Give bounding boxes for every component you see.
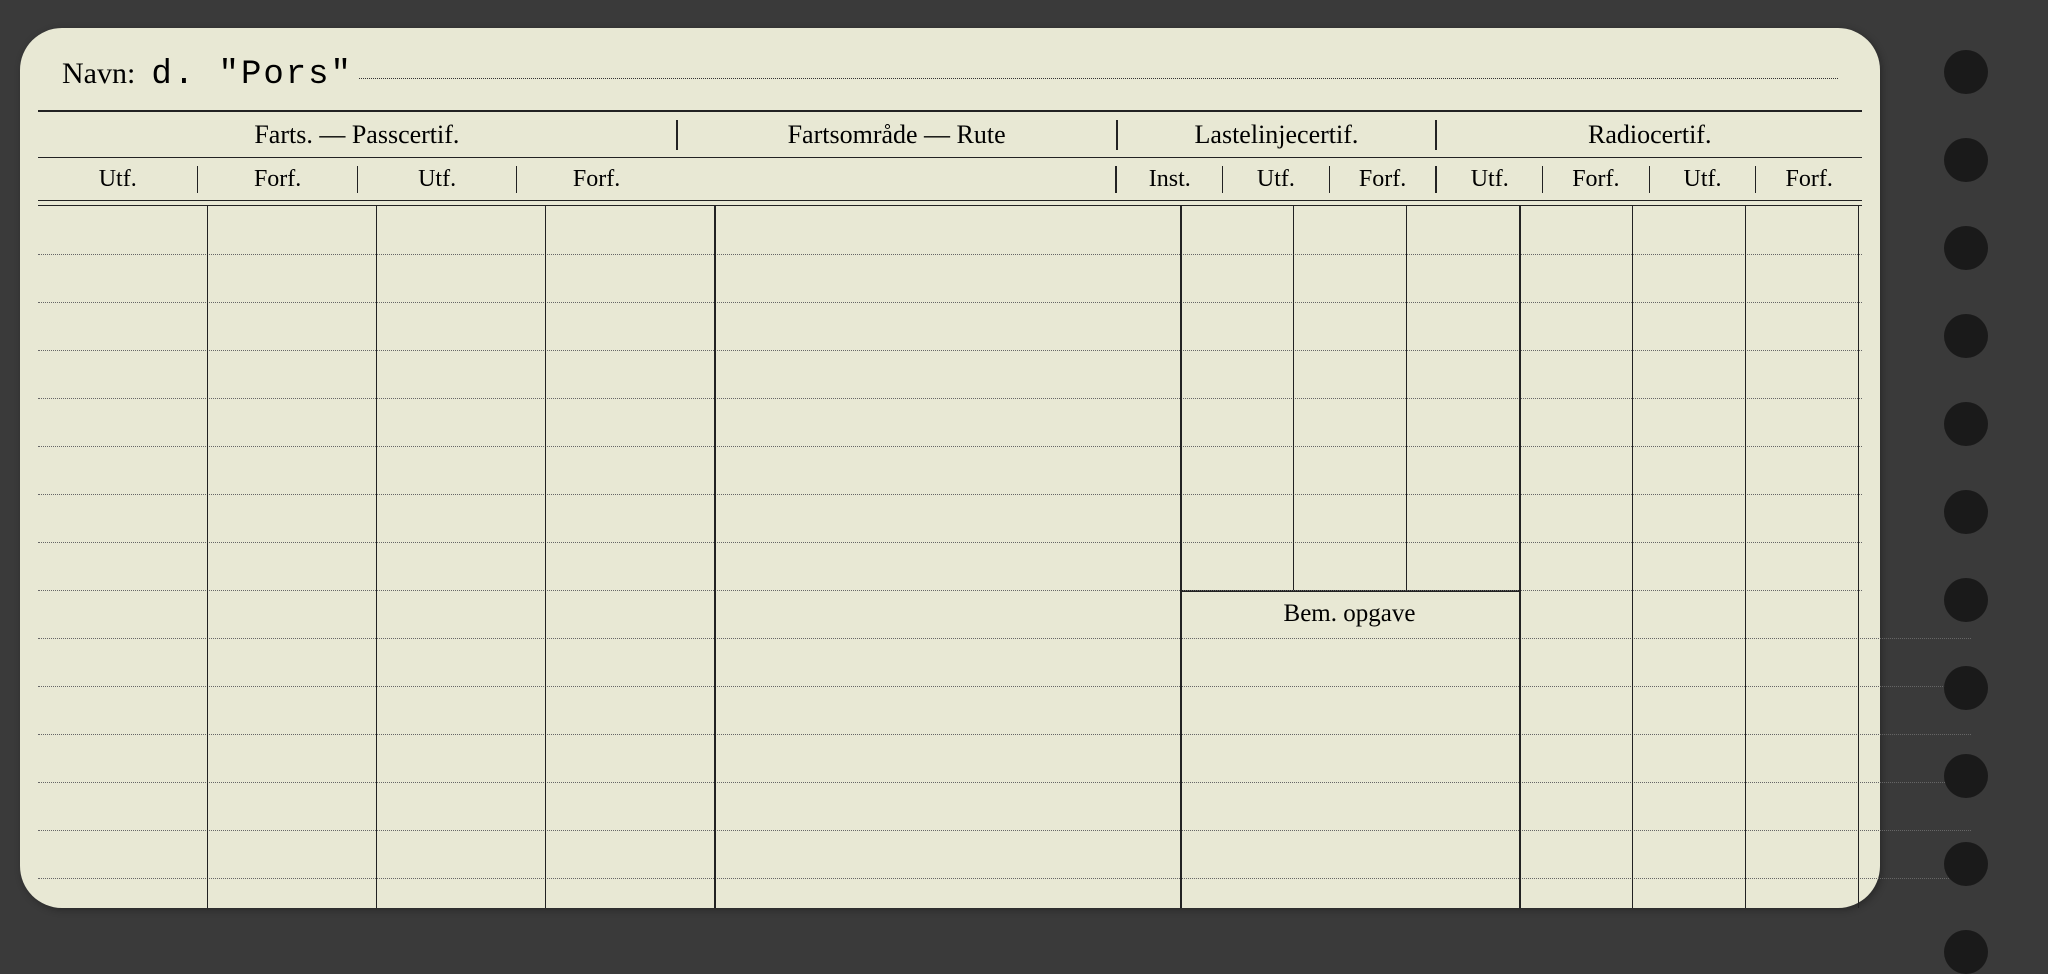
dotted-row [38,830,1180,831]
sub-utf-1: Utf. [38,166,197,193]
column-divider [1180,206,1182,908]
column-divider [1293,206,1294,590]
sub-forf-1: Forf. [197,166,356,193]
column-divider [376,206,377,908]
header-fartsomrade: Fartsområde — Rute [676,120,1116,150]
dotted-row [38,446,1862,447]
column-divider [545,206,546,908]
dotted-row [38,878,1180,879]
punch-holes [1944,50,1988,974]
column-divider [1745,206,1746,908]
punch-hole [1944,754,1988,798]
dotted-row [38,254,1862,255]
bem-opgave-label: Bem. opgave [1180,590,1519,628]
name-label: Navn: [62,57,135,91]
sub-utf-4: Utf. [1435,166,1542,193]
header-passcertif: Farts. — Passcertif. [38,120,676,150]
column-divider [1858,206,1859,908]
table-grid: Farts. — Passcertif. Fartsområde — Rute … [38,112,1862,908]
punch-hole [1944,402,1988,446]
sub-utf-3: Utf. [1222,166,1329,193]
column-divider [714,206,716,908]
punch-hole [1944,930,1988,974]
punch-hole [1944,226,1988,270]
column-divider [207,206,208,908]
dotted-row [1180,878,1519,879]
dotted-row [38,590,1862,591]
dotted-row [38,302,1862,303]
dotted-row [38,734,1180,735]
sub-header-row: Utf. Forf. Utf. Forf. Inst. Utf. Forf. U… [38,158,1862,200]
sub-forf-4: Forf. [1542,166,1649,193]
dotted-row [38,542,1862,543]
punch-hole [1944,50,1988,94]
punch-hole [1944,842,1988,886]
index-card: Navn: d. "Pors" Farts. — Passcertif. Far… [20,28,1880,908]
sub-inst: Inst. [1115,166,1222,193]
header-radio: Radiocertif. [1435,120,1862,150]
dotted-row [38,686,1180,687]
dotted-row [1180,638,1519,639]
dotted-row [38,494,1862,495]
sub-utf-2: Utf. [357,166,516,193]
section-header-row: Farts. — Passcertif. Fartsområde — Rute … [38,112,1862,158]
dotted-row [38,782,1180,783]
dotted-row [1180,782,1519,783]
name-value: d. "Pors" [151,56,353,94]
punch-hole [1944,138,1988,182]
name-underline [359,78,1838,79]
punch-hole [1944,578,1988,622]
dotted-row [1180,686,1519,687]
sub-forf-2: Forf. [516,166,675,193]
punch-hole [1944,490,1988,534]
sub-forf-5: Forf. [1755,166,1862,193]
punch-hole [1944,666,1988,710]
column-divider [1406,206,1407,590]
punch-hole [1944,314,1988,358]
name-row: Navn: d. "Pors" [34,56,1866,104]
sub-utf-5: Utf. [1649,166,1756,193]
dotted-row [38,398,1862,399]
sub-forf-3: Forf. [1329,166,1436,193]
header-lastelinje: Lastelinjecertif. [1116,120,1436,150]
column-divider [1632,206,1633,908]
table-body: Bem. opgave [38,206,1862,908]
dotted-row [1180,830,1519,831]
column-divider [1519,206,1521,908]
dotted-row [38,638,1180,639]
dotted-row [38,350,1862,351]
dotted-row [1180,734,1519,735]
